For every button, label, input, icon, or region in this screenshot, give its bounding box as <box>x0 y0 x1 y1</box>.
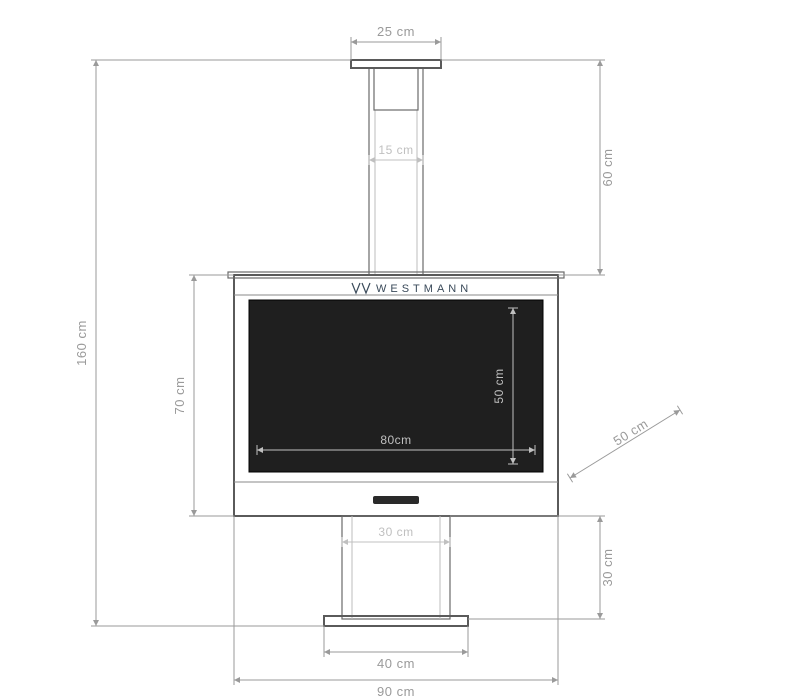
dimension-label: 30 cm <box>600 549 615 587</box>
dimension-label: 25 cm <box>377 24 415 39</box>
dimension-label: 70 cm <box>172 377 187 415</box>
dimension-label: 80cm <box>380 433 411 447</box>
dimension-label: 160 cm <box>74 320 89 366</box>
brand-logo: WESTMANN <box>352 283 472 295</box>
dimension-label: 15 cm <box>378 143 413 157</box>
top-plate <box>351 60 441 68</box>
dimension-diagram: WESTMANN 25 cm 160 cm 70 cm 60 cm 30 cm 40 cm… <box>0 0 785 700</box>
dimension-label: 40 cm <box>377 656 415 671</box>
speaker-slot <box>373 496 419 504</box>
dimension: 160 cm <box>74 60 101 626</box>
dimension-label: 50 cm <box>611 416 651 449</box>
dimension-label: 30 cm <box>378 525 413 539</box>
dimension: 30 cm <box>595 516 615 619</box>
dimension-label: 50 cm <box>492 368 506 403</box>
dimension: 90 cm <box>234 675 558 699</box>
top-box <box>374 68 418 110</box>
dimension-label: 90 cm <box>377 684 415 699</box>
dimension: 15 cm <box>369 143 423 165</box>
base-plate <box>324 616 468 626</box>
dimension-depth: 50 cm <box>567 406 682 483</box>
dimension: 25 cm <box>351 24 441 47</box>
dimension: 60 cm <box>595 60 615 275</box>
brand-text: WESTMANN <box>376 283 472 295</box>
dimension: 30 cm <box>342 525 450 547</box>
chimney-column <box>369 68 423 275</box>
dimension: 70 cm <box>172 275 199 516</box>
dimension-label: 60 cm <box>600 149 615 187</box>
dimension: 40 cm <box>324 647 468 671</box>
